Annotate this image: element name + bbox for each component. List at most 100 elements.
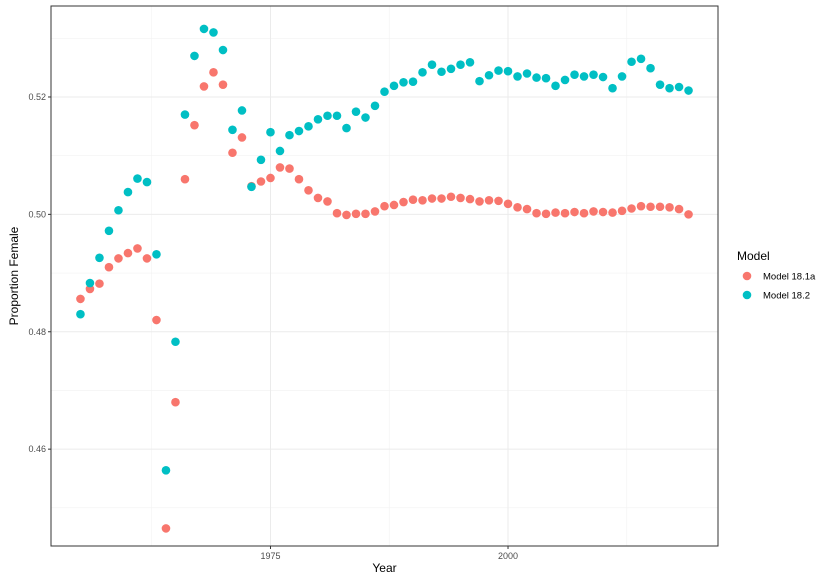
data-point — [646, 63, 655, 73]
data-point — [446, 192, 456, 202]
minor-gridlines — [51, 6, 718, 546]
plot-border — [50, 5, 719, 547]
data-point — [114, 205, 123, 215]
data-point — [465, 58, 475, 67]
data-point — [104, 226, 114, 236]
major-gridlines — [51, 6, 718, 546]
data-point — [399, 197, 408, 207]
data-point — [256, 155, 266, 165]
data-point — [684, 86, 693, 95]
data-point — [465, 194, 475, 204]
data-point — [114, 254, 123, 263]
data-point — [104, 262, 114, 272]
data-point — [180, 110, 190, 119]
legend-label: Model 18.1a — [763, 272, 816, 283]
data-point — [313, 114, 323, 124]
data-point — [142, 177, 152, 187]
data-point — [275, 163, 285, 172]
data-point — [323, 111, 332, 121]
data-point — [76, 294, 85, 304]
x-axis-tick-labels: 1975 2000 — [260, 551, 518, 561]
data-point — [418, 195, 427, 205]
data-point — [152, 315, 161, 325]
data-point — [437, 67, 446, 77]
data-point — [351, 107, 361, 116]
y-tick-label: 0.50 — [28, 209, 46, 219]
data-point — [560, 208, 570, 218]
data-point — [361, 209, 370, 219]
data-point — [570, 70, 579, 79]
data-point — [674, 82, 684, 92]
data-point — [399, 78, 408, 87]
data-point — [247, 182, 256, 192]
data-point — [408, 77, 418, 87]
data-point — [446, 64, 456, 74]
x-tick-label: 1975 — [260, 551, 280, 561]
series-1-points — [76, 68, 693, 533]
data-point — [617, 206, 627, 216]
data-point — [617, 72, 627, 81]
data-point — [237, 133, 247, 142]
x-tick-label: 2000 — [498, 551, 518, 561]
data-point — [475, 76, 484, 86]
data-point — [332, 111, 342, 121]
data-point — [608, 208, 617, 217]
data-point — [323, 197, 332, 206]
data-point — [484, 70, 494, 80]
y-tick-label: 0.46 — [28, 444, 46, 454]
y-axis-tick-labels: 0.46 0.48 0.50 0.52 — [28, 92, 46, 454]
legend-key — [742, 271, 752, 281]
data-point — [646, 202, 655, 212]
data-point — [598, 72, 608, 82]
data-point — [95, 253, 104, 263]
data-point — [484, 195, 494, 205]
data-point — [313, 193, 323, 203]
x-axis-title: Year — [372, 561, 396, 575]
data-point — [408, 195, 418, 204]
data-point — [380, 87, 389, 96]
data-point — [95, 279, 104, 288]
data-point — [209, 28, 218, 37]
data-point — [266, 173, 275, 183]
data-points — [76, 24, 693, 533]
data-point — [294, 126, 304, 136]
data-point — [133, 174, 142, 183]
data-point — [551, 208, 560, 217]
data-point — [228, 125, 237, 135]
data-point — [180, 174, 190, 184]
data-point — [560, 75, 570, 85]
data-point — [665, 203, 674, 212]
data-point — [275, 146, 285, 156]
data-point — [190, 51, 199, 61]
data-point — [522, 69, 532, 78]
data-point — [655, 202, 665, 212]
data-point — [427, 194, 437, 203]
axis-ticks — [48, 96, 509, 549]
data-point — [218, 45, 228, 55]
data-point — [152, 249, 161, 259]
data-point — [123, 248, 133, 258]
data-point — [456, 193, 465, 203]
data-point — [551, 81, 560, 91]
y-axis-title: Proportion Female — [7, 226, 21, 325]
data-point — [503, 199, 513, 209]
data-point — [161, 524, 171, 533]
data-point — [503, 66, 513, 76]
data-point — [627, 57, 636, 67]
data-point — [589, 207, 598, 216]
data-point — [570, 207, 579, 217]
data-point — [494, 66, 503, 75]
data-point — [665, 83, 674, 93]
data-point — [332, 208, 342, 218]
data-point — [199, 82, 209, 91]
data-point — [161, 465, 171, 475]
data-point — [361, 113, 370, 122]
data-point — [541, 73, 551, 83]
data-point — [513, 203, 522, 212]
y-tick-label: 0.52 — [28, 92, 46, 102]
data-point — [513, 72, 522, 81]
data-point — [456, 60, 465, 69]
data-point — [532, 208, 541, 218]
legend: Model Model 18.1a Model 18.2 — [737, 249, 816, 302]
